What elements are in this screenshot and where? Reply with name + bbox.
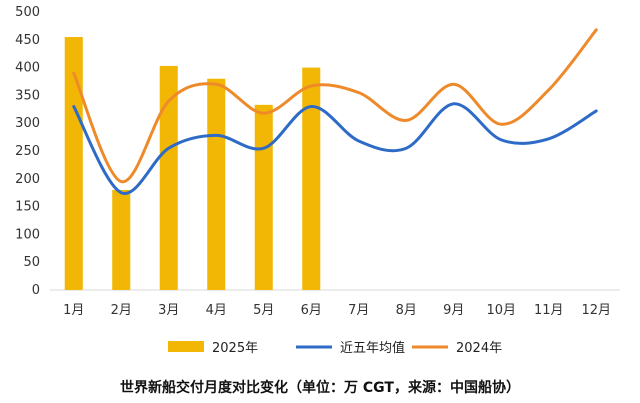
x-tick-label: 4月	[206, 303, 227, 318]
line-series-path	[72, 102, 598, 195]
y-tick-label: 100	[15, 227, 40, 242]
x-tick-label: 3月	[158, 303, 179, 318]
y-tick-label: 500	[15, 5, 40, 20]
y-axis: 0 50 100 150 200 250 300 350 400 450 500	[15, 5, 40, 298]
x-tick-label: 6月	[301, 303, 322, 318]
y-tick-label: 50	[23, 255, 40, 270]
bar	[207, 78, 226, 290]
bar	[112, 189, 131, 290]
x-tick-label: 10月	[486, 303, 516, 318]
line-series	[72, 28, 598, 195]
x-tick-label: 2月	[111, 303, 132, 318]
legend: 2025年 近五年均值 2024年	[168, 340, 502, 356]
y-tick-label: 450	[15, 33, 40, 48]
x-tick-label: 11月	[534, 303, 564, 318]
bar	[64, 37, 83, 290]
line-series-path	[72, 28, 598, 184]
y-tick-label: 300	[15, 116, 40, 131]
y-tick-label: 250	[15, 144, 40, 159]
y-tick-label: 400	[15, 61, 40, 76]
x-tick-label: 1月	[63, 303, 84, 318]
y-tick-label: 200	[15, 172, 40, 187]
y-tick-label: 0	[32, 283, 40, 298]
legend-label: 2025年	[212, 341, 258, 356]
chart-title: 世界新船交付月度对比变化（单位：万 CGT，来源：中国船协）	[120, 379, 520, 396]
legend-label: 2024年	[456, 341, 502, 356]
x-tick-label: 8月	[396, 303, 417, 318]
legend-label: 近五年均值	[340, 340, 405, 356]
y-tick-label: 350	[15, 88, 40, 103]
x-tick-label: 12月	[581, 303, 611, 318]
bar-series	[64, 37, 321, 291]
x-tick-label: 9月	[443, 303, 464, 318]
x-tick-label: 5月	[253, 303, 274, 318]
x-tick-label: 7月	[348, 303, 369, 318]
bar	[254, 104, 273, 291]
bar	[159, 65, 178, 290]
bar	[302, 67, 321, 290]
y-tick-label: 150	[15, 200, 40, 215]
legend-swatch	[168, 341, 204, 352]
x-axis: 1月 2月 3月 4月 5月 6月 7月 8月 9月 10月 11月 12月	[50, 289, 620, 318]
